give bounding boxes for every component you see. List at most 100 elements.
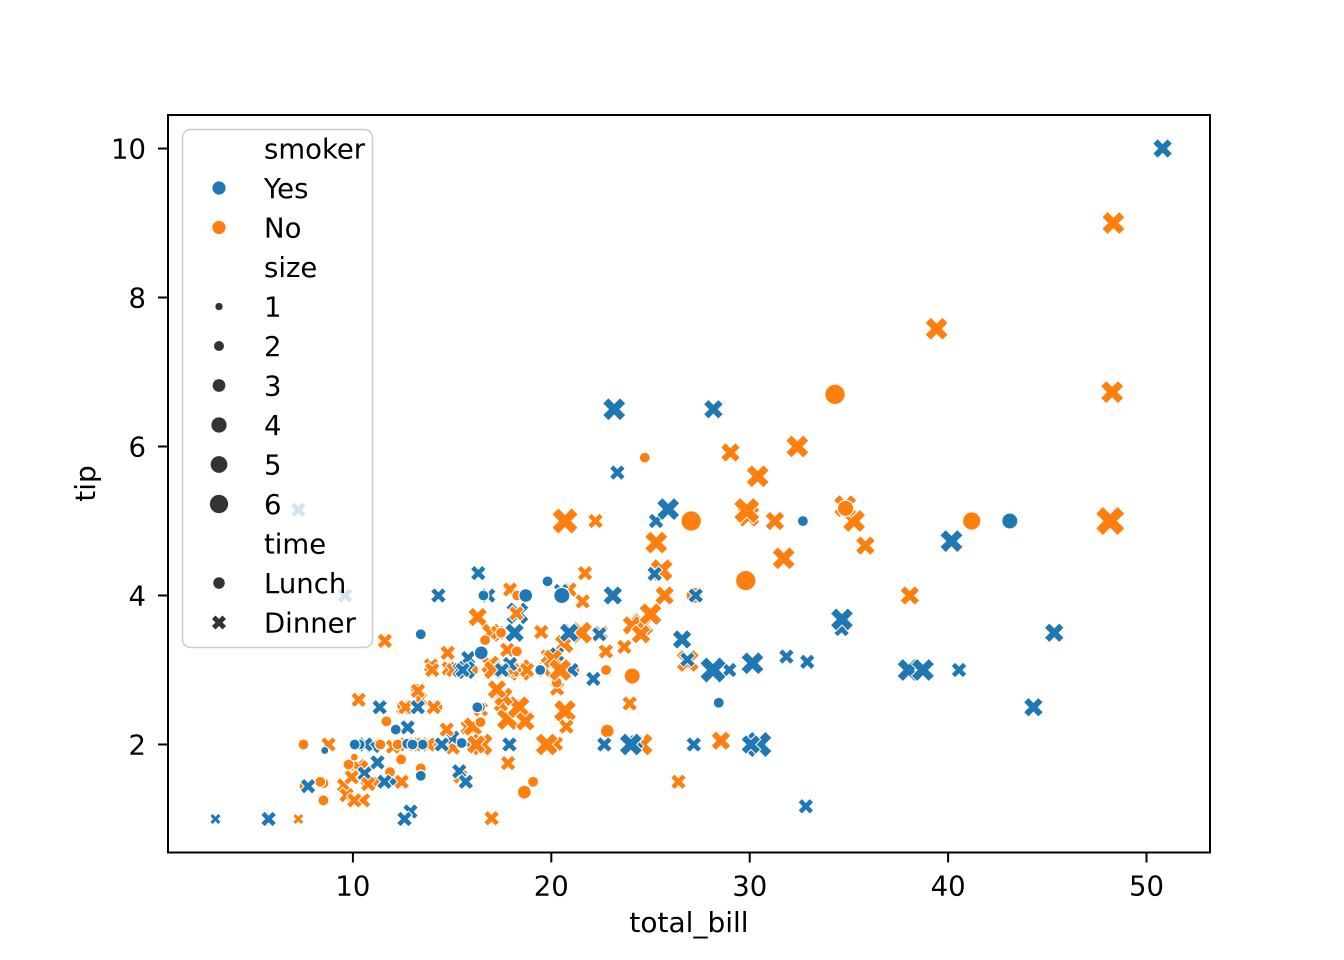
data-point-x: [720, 661, 738, 679]
data-point-x: [534, 732, 560, 757]
data-point-circle: [495, 626, 508, 639]
data-point-x: [359, 775, 377, 793]
data-point-circle: [455, 736, 468, 750]
data-point-x: [409, 682, 427, 700]
data-point-x: [429, 586, 448, 605]
data-point-circle: [477, 589, 490, 602]
data-points-layer: [208, 137, 1174, 828]
data-point-circle: [414, 769, 427, 782]
data-point-circle: [389, 723, 402, 736]
data-point-x: [425, 698, 443, 716]
legend-item-label: 1: [264, 292, 282, 324]
legend-section-title: time: [264, 529, 326, 561]
data-point-x: [590, 625, 608, 643]
x-tick-label: 20: [534, 871, 569, 903]
data-point-x: [551, 507, 579, 535]
data-point-circle: [416, 738, 429, 751]
data-point-x: [465, 733, 487, 756]
legend-item-label: 2: [264, 331, 282, 363]
legend-item-label: 5: [264, 450, 282, 482]
data-point-x: [376, 632, 394, 650]
data-point-x: [669, 773, 688, 791]
data-point-circle: [553, 586, 571, 605]
y-tick-label: 6: [129, 432, 147, 464]
data-point-x: [939, 528, 964, 554]
data-point-x: [399, 718, 417, 736]
data-point-x: [507, 604, 525, 622]
legend-item-label: No: [264, 213, 301, 245]
data-point-x: [558, 622, 580, 644]
data-point-x: [433, 735, 451, 754]
data-point-x: [777, 647, 796, 666]
data-point-x: [483, 809, 501, 827]
data-point-x: [630, 623, 652, 645]
data-point-x: [368, 753, 387, 771]
x-tick-label: 50: [1129, 871, 1164, 903]
data-point-x: [574, 592, 592, 611]
data-point-x: [646, 565, 664, 583]
data-point-x: [493, 661, 511, 679]
data-point-x: [710, 730, 732, 752]
data-point-x: [621, 694, 639, 713]
data-point-x: [393, 773, 411, 791]
data-point-circle: [1001, 512, 1019, 530]
data-point-x: [1151, 137, 1174, 160]
data-point-x: [615, 638, 633, 656]
y-tick-label: 8: [129, 283, 147, 315]
data-point-x: [602, 584, 624, 607]
data-point-x: [785, 434, 810, 459]
data-point-circle: [734, 569, 757, 592]
data-point-x: [1043, 622, 1065, 644]
data-point-circle: [638, 451, 651, 464]
data-point-x: [608, 463, 626, 482]
data-point-circle: [314, 775, 327, 788]
data-point-x: [601, 396, 627, 422]
data-point-x: [764, 510, 786, 532]
data-point-x: [910, 657, 936, 683]
data-point-circle: [478, 634, 492, 647]
data-point-circle: [215, 302, 223, 311]
data-point-circle: [380, 715, 393, 728]
data-point-x: [499, 754, 517, 772]
data-point-x: [924, 316, 949, 342]
data-point-x: [899, 584, 921, 607]
data-point-circle: [534, 663, 547, 677]
legend-box: [181, 128, 374, 649]
data-point-x: [797, 797, 815, 815]
data-point-x: [586, 512, 605, 530]
y-axis-label: tip: [69, 465, 102, 502]
data-point-circle: [297, 738, 310, 751]
data-point-circle: [213, 577, 225, 589]
data-point-x: [719, 441, 742, 464]
data-point-circle: [623, 667, 641, 685]
data-point-circle: [414, 628, 427, 641]
data-point-x: [1101, 210, 1126, 236]
x-axis-label: total_bill: [629, 906, 748, 939]
data-point-x: [829, 607, 855, 632]
data-point-x: [687, 586, 705, 605]
data-point-circle: [518, 587, 534, 603]
data-point-x: [740, 733, 762, 756]
data-point-x: [950, 661, 968, 679]
y-tick-label: 2: [129, 729, 147, 761]
data-point-x: [486, 678, 508, 700]
axes-spines: [167, 114, 1211, 854]
data-point-x: [371, 698, 389, 716]
data-point-circle: [317, 794, 330, 807]
data-point-circle: [599, 663, 613, 677]
data-point-circle: [526, 775, 540, 788]
data-point-x: [211, 615, 227, 630]
x-tick-label: 40: [931, 871, 966, 903]
data-point-circle: [599, 723, 615, 739]
data-point-x: [771, 545, 796, 571]
data-point-circle: [680, 510, 703, 532]
axes-layer: 10 20 30 40 50 2 4 6 8 10: [111, 114, 1211, 903]
x-tick-label: 30: [732, 871, 767, 903]
data-point-x: [654, 584, 676, 607]
data-point-circle: [349, 752, 359, 762]
data-point-x: [1099, 379, 1125, 405]
data-point-circle: [541, 575, 554, 588]
legend: smoker Yes No size 1 2 3 4 5 6 time Lunch Dinner: [181, 128, 374, 649]
data-point-x: [699, 656, 727, 684]
